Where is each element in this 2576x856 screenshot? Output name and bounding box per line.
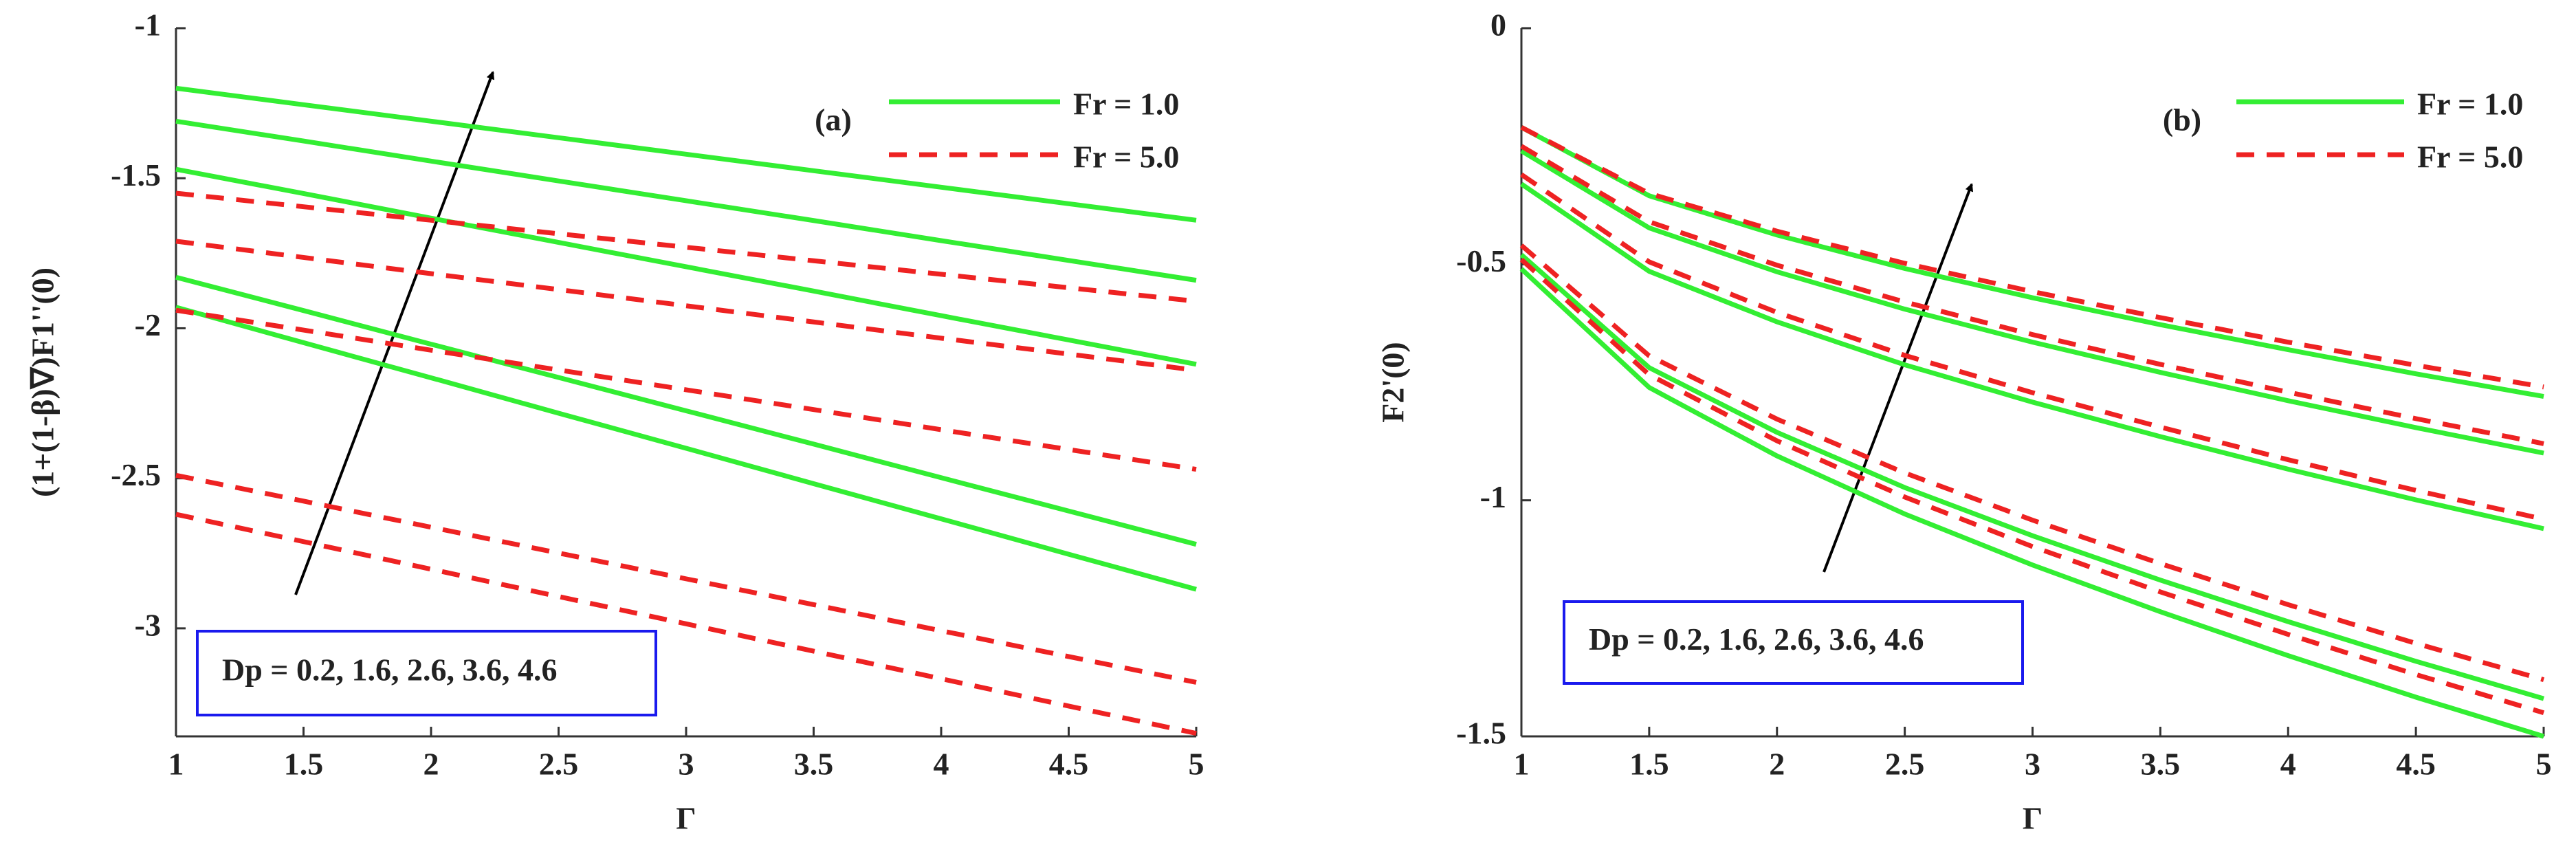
panel-label: (a) bbox=[815, 102, 852, 138]
y-tick-label: -2.5 bbox=[111, 457, 161, 492]
annotation: Dp = 0.2, 1.6, 2.6, 3.6, 4.6 bbox=[222, 652, 558, 688]
data-line bbox=[1519, 257, 2545, 716]
legend-label: Fr = 5.0 bbox=[1073, 140, 1179, 175]
annotation: Dp = 0.2, 1.6, 2.6, 3.6, 4.6 bbox=[1589, 622, 1924, 657]
x-tick-label: 2 bbox=[423, 747, 439, 782]
x-tick-label: 4.5 bbox=[2396, 747, 2436, 782]
data-line bbox=[1519, 252, 2544, 701]
data-line bbox=[1519, 267, 2545, 739]
x-tick-label: 4.5 bbox=[1049, 747, 1089, 782]
data-line bbox=[175, 239, 1197, 373]
y-tick-label: -1.5 bbox=[111, 157, 161, 193]
x-axis-label: Γ bbox=[676, 801, 696, 836]
data-line bbox=[175, 274, 1197, 547]
x-tick-label: 3.5 bbox=[2141, 747, 2181, 782]
data-line bbox=[175, 305, 1197, 592]
x-tick-label: 1 bbox=[1514, 747, 1530, 782]
x-tick-label: 4 bbox=[2280, 747, 2296, 782]
data-line bbox=[1520, 182, 2544, 531]
x-tick-label: 5 bbox=[2536, 747, 2552, 782]
annotation-box bbox=[1563, 600, 2024, 685]
y-tick-label: -1 bbox=[1480, 479, 1506, 514]
y-tick-label: -0.5 bbox=[1456, 243, 1506, 278]
y-axis-label: F2'(0) bbox=[1376, 342, 1411, 423]
x-tick-label: 5 bbox=[1189, 747, 1204, 782]
data-line bbox=[175, 190, 1197, 304]
legend-label: Fr = 1.0 bbox=[2417, 87, 2523, 122]
data-line bbox=[175, 166, 1197, 367]
y-tick-label: -1 bbox=[135, 8, 161, 43]
x-tick-label: 4 bbox=[934, 747, 949, 782]
data-line bbox=[1519, 243, 2544, 682]
y-tick-label: 0 bbox=[1490, 8, 1506, 43]
y-axis-label: (1+(1-β)∇)F1''(0) bbox=[25, 267, 60, 497]
data-line bbox=[175, 85, 1197, 223]
data-line bbox=[1520, 144, 2544, 446]
data-line bbox=[175, 307, 1197, 472]
x-tick-label: 3.5 bbox=[794, 747, 834, 782]
panel-label: (b) bbox=[2163, 102, 2201, 138]
trend-arrow bbox=[1823, 183, 1974, 573]
data-line bbox=[1520, 172, 2544, 522]
x-tick-label: 2 bbox=[1769, 747, 1785, 782]
y-tick-label: -2 bbox=[135, 307, 161, 342]
data-line bbox=[1520, 125, 2544, 399]
data-line bbox=[175, 512, 1197, 736]
x-tick-label: 2.5 bbox=[539, 747, 579, 782]
data-line bbox=[175, 472, 1197, 685]
legend-label: Fr = 5.0 bbox=[2417, 140, 2523, 175]
x-tick-label: 2.5 bbox=[1885, 747, 1925, 782]
y-tick-label: -1.5 bbox=[1456, 716, 1506, 751]
data-line bbox=[175, 118, 1197, 283]
x-tick-label: 3 bbox=[679, 747, 694, 782]
data-line bbox=[1520, 149, 2544, 456]
annotation-box bbox=[196, 630, 657, 716]
legend-label: Fr = 1.0 bbox=[1073, 87, 1179, 122]
y-tick-label: -3 bbox=[135, 607, 161, 642]
data-line bbox=[1520, 125, 2544, 390]
x-axis-label: Γ bbox=[2023, 801, 2043, 836]
x-tick-label: 1 bbox=[168, 747, 184, 782]
x-tick-label: 1.5 bbox=[284, 747, 324, 782]
x-tick-label: 3 bbox=[2025, 747, 2040, 782]
x-tick-label: 1.5 bbox=[1629, 747, 1669, 782]
